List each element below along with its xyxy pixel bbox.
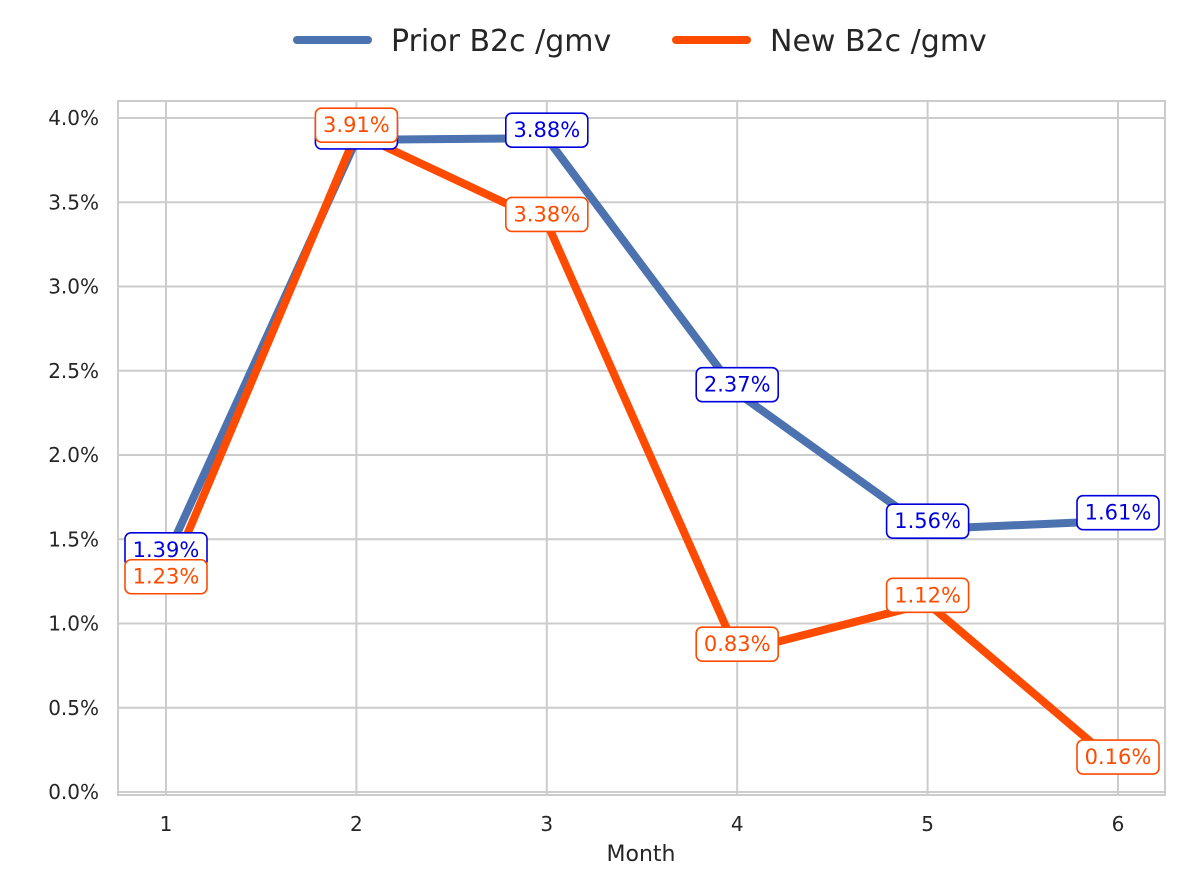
data-label-text: 2.37%: [704, 373, 771, 397]
y-tick-label: 2.0%: [48, 443, 99, 467]
data-label-box: [695, 366, 780, 403]
data-label-box: [695, 626, 780, 662]
plot-frame: [117, 100, 1166, 796]
y-tick-label: 1.5%: [48, 527, 99, 551]
x-tick-label: 2: [350, 812, 363, 836]
x-tick-label: 4: [731, 812, 744, 836]
data-label-text: 0.16%: [1085, 745, 1152, 769]
data-label-new: 0.83%: [695, 626, 780, 662]
data-label-text: 0.83%: [704, 632, 771, 656]
series-line-new: [162, 129, 1122, 769]
data-label-text: 3.91%: [323, 113, 390, 137]
data-label-box: [504, 196, 589, 233]
data-label-box: [885, 577, 970, 614]
x-tick-label: 1: [160, 812, 173, 836]
y-tick-label: 2.5%: [48, 359, 99, 383]
data-label-box: [1076, 494, 1160, 531]
data-label-prior: 1.61%: [1076, 494, 1160, 531]
x-axis-ticks: 1 2 3 4 5 6: [160, 812, 1125, 836]
data-label-text: 1.12%: [894, 583, 961, 607]
data-label-new: 3.91%: [314, 107, 399, 143]
data-label-new: 1.23%: [124, 558, 208, 595]
x-tick-label: 3: [540, 812, 553, 836]
data-label-prior: 2.37%: [695, 366, 780, 403]
y-tick-label: 1.0%: [48, 612, 99, 636]
data-label-box: [314, 107, 399, 143]
data-label-text: 1.23%: [133, 565, 200, 589]
data-label-prior: 3.88%: [504, 112, 589, 149]
y-tick-label: 4.0%: [48, 106, 99, 130]
x-tick-label: 5: [921, 812, 934, 836]
data-label-text: 1.39%: [133, 538, 200, 562]
y-tick-label: 3.0%: [48, 275, 99, 299]
data-labels: 1.39%3.87%3.88%2.37%1.56%1.61%1.23%3.91%…: [124, 107, 1160, 775]
y-tick-label: 0.5%: [48, 696, 99, 720]
y-tick-label: 0.0%: [48, 780, 99, 804]
x-axis-label: Month: [607, 842, 676, 867]
data-label-box: [1076, 739, 1160, 775]
data-label-prior: 1.39%: [124, 531, 208, 568]
legend: Prior B2c /gmv New B2c /gmv: [293, 24, 987, 59]
data-label-text: 1.56%: [894, 509, 961, 533]
data-label-text: 3.88%: [513, 118, 580, 142]
data-label-box: [124, 558, 208, 595]
x-tick-label: 6: [1112, 812, 1125, 836]
y-tick-label: 3.5%: [48, 190, 99, 214]
legend-label: Prior B2c /gmv: [391, 24, 611, 59]
data-label-new: 3.38%: [504, 196, 589, 233]
legend-item-prior: Prior B2c /gmv: [293, 24, 611, 59]
data-label-box: [504, 112, 589, 149]
legend-item-new: New B2c /gmv: [672, 24, 987, 59]
data-label-box: [885, 503, 970, 539]
data-label-text: 3.38%: [513, 202, 580, 226]
data-label-new: 1.12%: [885, 577, 970, 614]
data-label-text: 1.61%: [1085, 501, 1152, 525]
data-label-prior: 1.56%: [885, 503, 970, 539]
y-axis-ticks: 0.0% 0.5% 1.0% 1.5% 2.0% 2.5% 3.0% 3.5% 4.0%: [48, 106, 99, 804]
data-label-new: 0.16%: [1076, 739, 1160, 775]
legend-label: New B2c /gmv: [770, 24, 987, 59]
